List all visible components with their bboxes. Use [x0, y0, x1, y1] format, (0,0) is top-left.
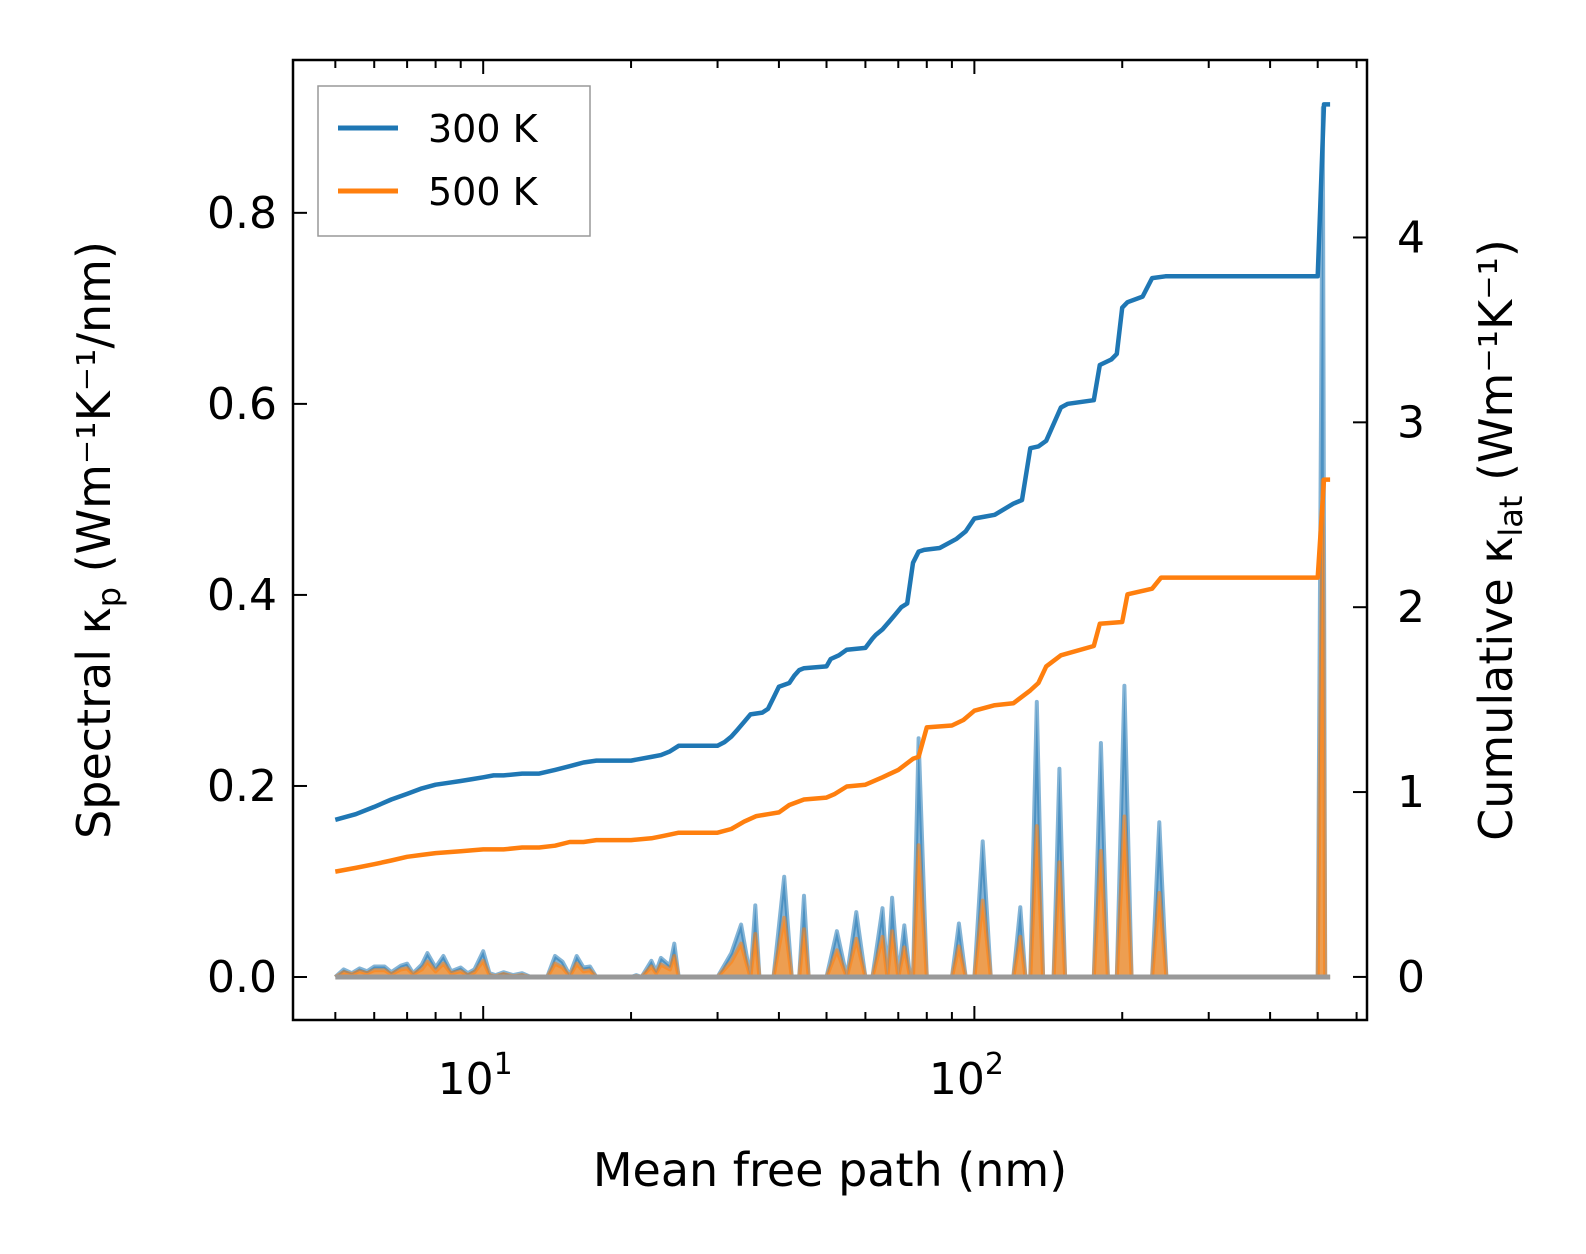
cumulative-line-300k	[334, 102, 1331, 822]
legend-label: 500 K	[428, 170, 539, 214]
y-tick-label-right: 4	[1397, 212, 1425, 263]
y-axis-label-left: Spectral κp (Wm⁻¹K⁻¹/nm)	[67, 241, 128, 839]
y-tick-label-right: 3	[1397, 397, 1425, 448]
x-tick-label: 101	[438, 1047, 513, 1105]
y-tick-label-left: 0.8	[207, 188, 277, 239]
legend-box	[317, 85, 591, 237]
y-tick-label-right: 1	[1397, 767, 1425, 818]
y-axis-label-right: Cumulative κlat (Wm⁻¹K⁻¹)	[1469, 239, 1530, 841]
x-axis-label: Mean free path (nm)	[593, 1143, 1067, 1197]
x-tick-label: 102	[929, 1047, 1004, 1105]
plot-frame	[291, 58, 1369, 1022]
spectral-area-500k	[335, 480, 1331, 977]
spectral-line-500k	[334, 478, 1331, 979]
axes-layer: 101 102 0.0 0.2 0.4 0.6 0.8 0 1 2 3 4 Mean free path…	[67, 58, 1530, 1197]
spectral-area-300k	[335, 107, 1331, 978]
spectral-line-300k	[333, 105, 1331, 979]
y-tick-label-right: 0	[1397, 952, 1425, 1003]
legend-label: 300 K	[428, 107, 539, 151]
y-tick-label-left: 0.2	[207, 761, 277, 812]
y-tick-label-right: 2	[1397, 582, 1425, 633]
y-tick-label-left: 0.0	[207, 952, 277, 1003]
spectral-layer	[333, 105, 1331, 980]
cumulative-line-500k	[334, 477, 1331, 874]
cumulative-layer	[334, 102, 1331, 874]
legend-layer: 300 K 500 K	[317, 85, 591, 237]
y-tick-label-left: 0.6	[207, 379, 277, 430]
y-tick-label-left: 0.4	[207, 570, 277, 621]
